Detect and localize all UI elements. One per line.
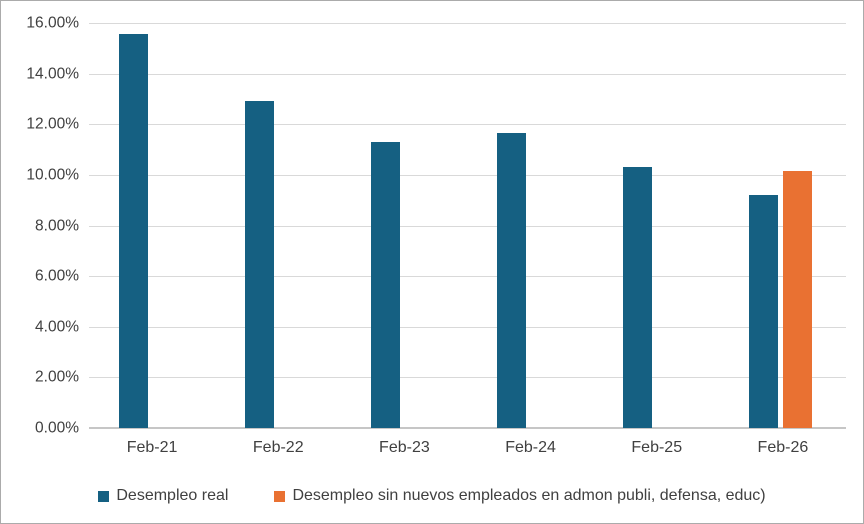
legend-item-desempleo-sin-nuevos-empleados[interactable]: Desempleo sin nuevos empleados en admon … <box>274 487 766 505</box>
legend-item-desempleo-real[interactable]: Desempleo real <box>98 487 228 505</box>
y-tick-label-14-00: 14.00% <box>26 64 79 82</box>
legend-label-desempleo-real: Desempleo real <box>116 487 229 504</box>
y-tick-label-4-00: 4.00% <box>35 318 79 335</box>
gridline <box>89 174 846 176</box>
legend-swatch-desempleo-real <box>98 490 110 502</box>
bar-desempleo-real-feb-23[interactable] <box>370 141 400 428</box>
legend: Desempleo real Desempleo sin nuevos empl… <box>1 483 863 509</box>
x-tick-label-feb-26: Feb-26 <box>757 439 809 456</box>
x-tick-label-feb-22: Feb-22 <box>252 439 304 456</box>
x-tick-label-feb-25: Feb-25 <box>631 439 683 456</box>
y-axis: 0.00% 2.00% 4.00% 6.00% 8.00% 10.00% 12.00% 14.… <box>1 1 79 523</box>
bar-desempleo-real-feb-22[interactable] <box>244 101 274 428</box>
y-tick-label-10-00: 10.00% <box>26 166 79 184</box>
gridline <box>89 124 846 126</box>
legend-label-desempleo-sin-nuevos-empleados: Desempleo sin nuevos empleados en admon … <box>292 487 766 504</box>
bar-desempleo-real-feb-24[interactable] <box>497 133 527 428</box>
bar-desempleo-sin-nuevos-empleados-feb-26[interactable] <box>783 171 813 428</box>
gridline <box>89 225 846 227</box>
y-tick-label-12-00: 12.00% <box>26 115 79 133</box>
gridline <box>89 326 846 328</box>
bar-desempleo-real-feb-21[interactable] <box>118 34 148 428</box>
x-tick-label-feb-24: Feb-24 <box>505 439 556 456</box>
y-tick-label-8-00: 8.00% <box>35 216 79 234</box>
plot-area <box>89 23 846 429</box>
y-tick-label-6-00: 6.00% <box>35 267 79 285</box>
gridline <box>89 23 846 24</box>
x-tick-label-feb-23: Feb-23 <box>379 439 430 456</box>
bar-desempleo-real-feb-25[interactable] <box>623 167 653 428</box>
gridline <box>89 73 846 75</box>
y-tick-label-0-00: 0.00% <box>35 419 79 437</box>
legend-swatch-desempleo-sin-nuevos-empleados <box>274 490 286 502</box>
bar-desempleo-real-feb-26[interactable] <box>749 195 779 428</box>
x-axis: Feb-21 Feb-22 Feb-23 Feb-24 Feb-25 Feb-26 <box>89 439 846 463</box>
y-tick-label-2-00: 2.00% <box>35 368 79 386</box>
gridline <box>89 276 846 278</box>
x-axis-line <box>89 427 846 429</box>
gridline <box>89 377 846 379</box>
x-tick-label-feb-21: Feb-21 <box>126 439 178 456</box>
y-tick-label-16-00: 16.00% <box>26 14 79 32</box>
